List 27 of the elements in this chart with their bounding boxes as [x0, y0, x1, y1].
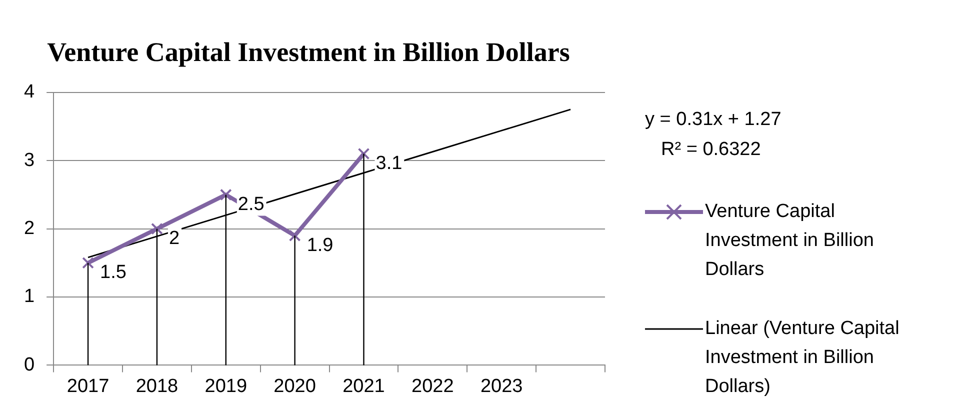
x-tick-label: 2022: [412, 376, 454, 397]
point: [358, 148, 370, 160]
x-tick-label: 2020: [274, 376, 316, 397]
text: R² = 0.6322: [661, 139, 761, 160]
y-tick-label: 0: [24, 354, 35, 376]
data-label: 2: [168, 228, 180, 250]
point: [220, 188, 232, 201]
y-tick-label: 1: [24, 286, 35, 308]
data-label: 1.5: [100, 262, 126, 284]
legend-label: Linear (Venture Capital Investment in Billion Dollars): [705, 318, 900, 398]
x-tick-label: 2019: [204, 376, 248, 397]
y-tick-label: 4: [24, 82, 35, 103]
x-tick-label: 2021: [342, 376, 385, 397]
data-label: 1.9: [306, 234, 334, 256]
point: [288, 230, 301, 242]
data-label: 3.1: [376, 153, 402, 174]
x-tick-label: 2023: [480, 376, 523, 397]
legend-label: Venture Capital Investment in Billion Dollars: [705, 201, 874, 280]
chart-title: Venture Capital Investment in Billion Dollars: [47, 37, 570, 68]
point: [151, 222, 163, 235]
text: y = 0.31x + 1.27: [645, 109, 782, 130]
x-tick-label: 2017: [66, 376, 110, 397]
data-label: 2.5: [238, 194, 264, 215]
y-tick-label: 3: [24, 150, 35, 171]
x-tick-label: 2018: [136, 376, 178, 397]
point: [82, 256, 94, 269]
y-tick-label: 2: [24, 218, 35, 240]
